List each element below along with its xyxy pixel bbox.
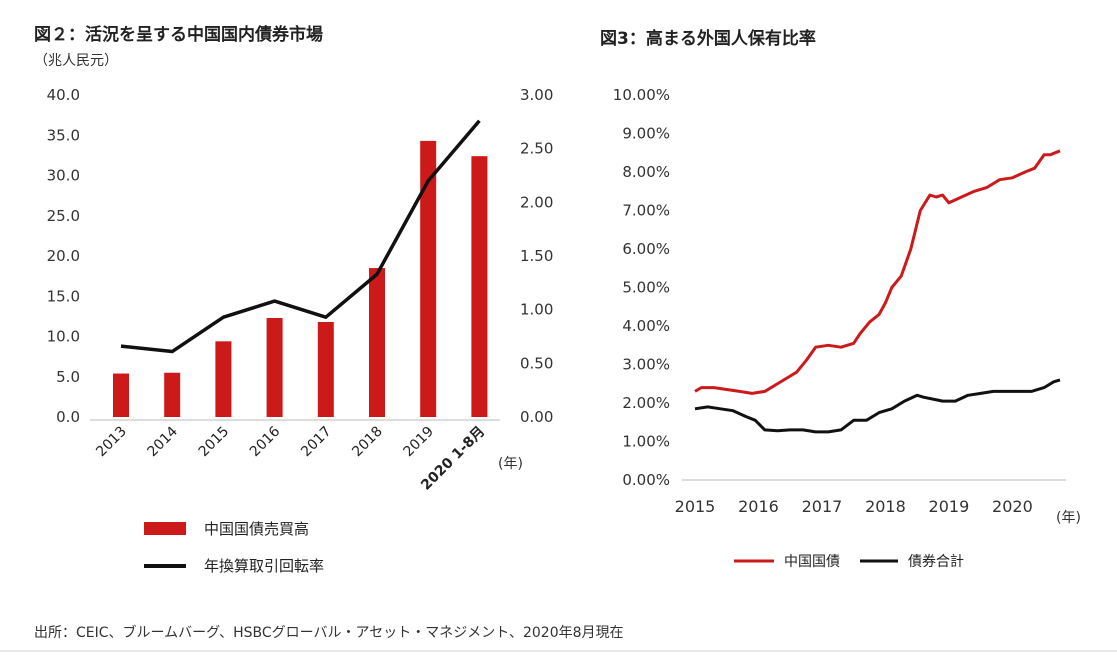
y-tick-label: 0.00% (622, 471, 670, 489)
y-left-tick-label: 30.0 (47, 167, 80, 185)
bar-2015 (215, 341, 232, 417)
y-right-tick-label: 2.00 (520, 193, 553, 211)
legend-bar-swatch (144, 522, 186, 535)
y-left-tick-label: 15.0 (47, 287, 80, 305)
figure2-unit-label: （兆人民元） (34, 53, 118, 69)
y-tick-label: 8.00% (622, 163, 670, 181)
x-tick-label: 2013 (93, 424, 130, 461)
bar-2019 (420, 140, 437, 417)
y-right-tick-label: 2.50 (520, 140, 553, 158)
y-left-tick-label: 20.0 (47, 247, 80, 265)
figure3-title: 図3：高まる外国人保有比率 (600, 29, 816, 49)
bottom-rule (0, 650, 1117, 652)
legend-line-label: 年換算取引回転率 (204, 557, 324, 575)
turnover-rate-line (120, 119, 481, 354)
x-tick-label: 2020 (992, 497, 1033, 516)
y-left-tick-label: 5.0 (56, 368, 80, 386)
y-tick-label: 3.00% (622, 356, 670, 374)
x-tick-label: 2019 (401, 424, 438, 461)
x-tick-label: 2018 (865, 497, 906, 516)
y-tick-label: 2.00% (622, 394, 670, 412)
x-tick-label: 2015 (196, 424, 233, 461)
figure2-chart: 0.0 5.0 10.0 15.0 20.0 25.0 30.0 35.0 40.0 0.00 0… (47, 86, 554, 575)
y-right-tick-label: 1.50 (520, 247, 553, 265)
y-tick-label: 9.00% (622, 125, 670, 143)
y-left-tick-label: 25.0 (47, 207, 80, 225)
y-tick-label: 1.00% (622, 433, 670, 451)
total-bond-line (694, 378, 1061, 434)
x-tick-label: 2017 (802, 497, 843, 516)
legend-total-bond-label: 債券合計 (908, 554, 964, 570)
y-left-tick-label: 35.0 (47, 126, 80, 144)
y-left-tick-label: 40.0 (47, 86, 80, 104)
y-tick-label: 6.00% (622, 240, 670, 258)
bar-2013 (113, 373, 129, 417)
y-tick-label: 10.00% (613, 86, 670, 104)
y-tick-label: 4.00% (622, 317, 670, 335)
bar-2018 (369, 268, 385, 417)
x-tick-label: 2015 (675, 497, 716, 516)
legend-bar-label: 中国国債売買高 (204, 520, 309, 538)
y-right-tick-label: 0.50 (520, 354, 553, 372)
y-left-tick-label: 10.0 (47, 328, 80, 346)
bar-2017 (317, 322, 334, 417)
source-note: 出所：CEIC、ブルームバーグ、HSBCグローバル・アセット・マネジメント、20… (34, 625, 624, 641)
x-tick-label: 2018 (349, 424, 386, 461)
x-tick-label: 2016 (738, 497, 779, 516)
legend-china-govt-label: 中国国債 (784, 554, 840, 570)
y-tick-label: 5.00% (622, 279, 670, 297)
x-tick-label: 2017 (298, 424, 335, 461)
y-right-tick-label: 1.00 (520, 301, 553, 319)
y-left-tick-label: 0.0 (56, 408, 80, 426)
y-right-tick-label: 3.00 (520, 86, 553, 104)
figure2-title: 図２：活況を呈する中国国内債券市場 (34, 25, 323, 45)
y-right-tick-label: 0.00 (520, 408, 553, 426)
bar-2020 1-8月 (471, 156, 488, 417)
y-tick-label: 7.00% (622, 202, 670, 220)
bar-2016 (266, 317, 283, 417)
bar-2014 (164, 372, 181, 417)
x-tick-label: 2019 (929, 497, 970, 516)
figure3-year-suffix: (年) (1056, 510, 1081, 526)
china-govt-bond-line (694, 149, 1061, 395)
x-tick-label: 2014 (145, 423, 182, 460)
figure3-chart: 0.00% 1.00% 2.00% 3.00% 4.00% 5.00% 6.00% 7.00%… (613, 86, 1081, 570)
figure2-year-suffix: (年) (498, 456, 523, 472)
x-tick-label: 2016 (247, 423, 284, 460)
